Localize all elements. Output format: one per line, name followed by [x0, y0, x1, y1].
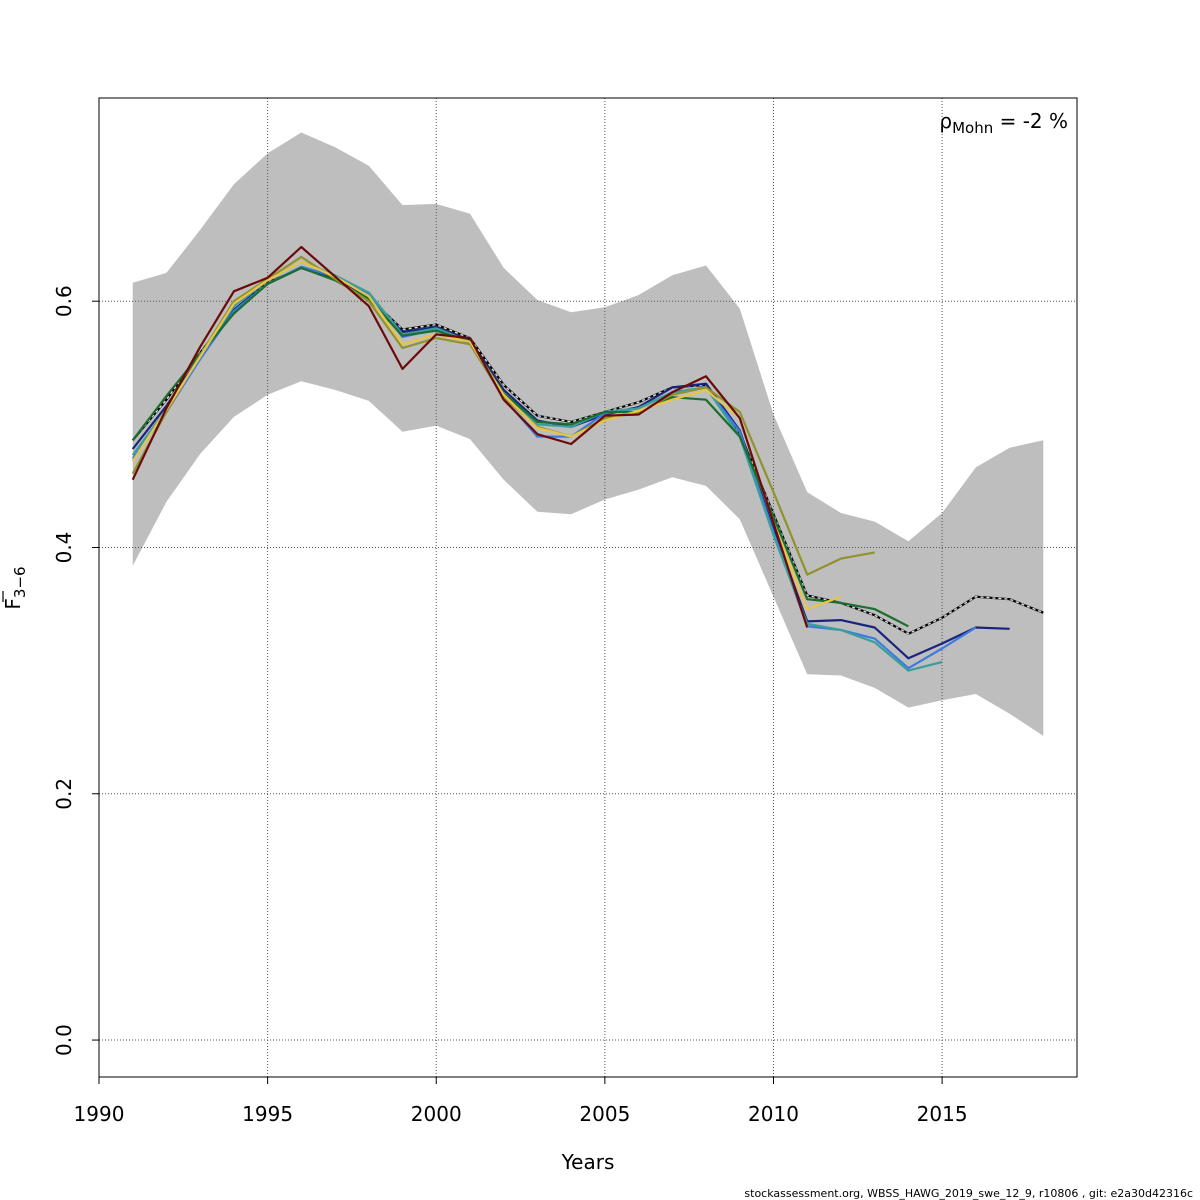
grid-layer — [98, 98, 1077, 1077]
x-tick-label: 2015 — [917, 1102, 968, 1126]
y-tick-label: 0.0 — [52, 1024, 76, 1056]
x-tick-label: 2000 — [411, 1102, 462, 1126]
y-axis-title: F3−6 — [1, 566, 29, 609]
x-tick-label: 2010 — [748, 1102, 799, 1126]
mohn-rho-subscript: Mohn — [952, 119, 993, 137]
x-axis-title: Years — [561, 1150, 615, 1174]
y-tick-label: 0.6 — [52, 285, 76, 317]
series-line-5 — [131, 266, 909, 628]
confidence-band — [132, 132, 1044, 736]
y-tick-label: 0.2 — [52, 778, 76, 810]
series-layer — [131, 245, 1044, 672]
svg-text:F3−6: F3−6 — [1, 566, 29, 609]
mohn-rho-value: = -2 % — [993, 109, 1068, 133]
y-tick-label: 0.4 — [52, 532, 76, 564]
confidence-band-layer — [132, 132, 1044, 736]
y-axis-title-sub: 3−6 — [11, 566, 29, 598]
x-tick-label: 1995 — [242, 1102, 293, 1126]
axis-layer: 1990 1995 2000 2005 2010 2015 0.0 0.2 0.4 0.6 — [52, 285, 968, 1126]
mohn-rho-annotation: ρMohn = -2 % — [939, 109, 1068, 137]
mohn-rho-symbol: ρ — [939, 109, 952, 133]
x-tick-label: 1990 — [74, 1102, 125, 1126]
footer-credit: stockassessment.org, WBSS_HAWG_2019_swe_… — [744, 1187, 1193, 1200]
series-line-6 — [131, 255, 875, 576]
series-line-8 — [131, 245, 809, 628]
y-axis-title-base: F — [1, 598, 25, 610]
series-line-1-dash — [132, 267, 1044, 635]
x-tick-label: 2005 — [579, 1102, 630, 1126]
